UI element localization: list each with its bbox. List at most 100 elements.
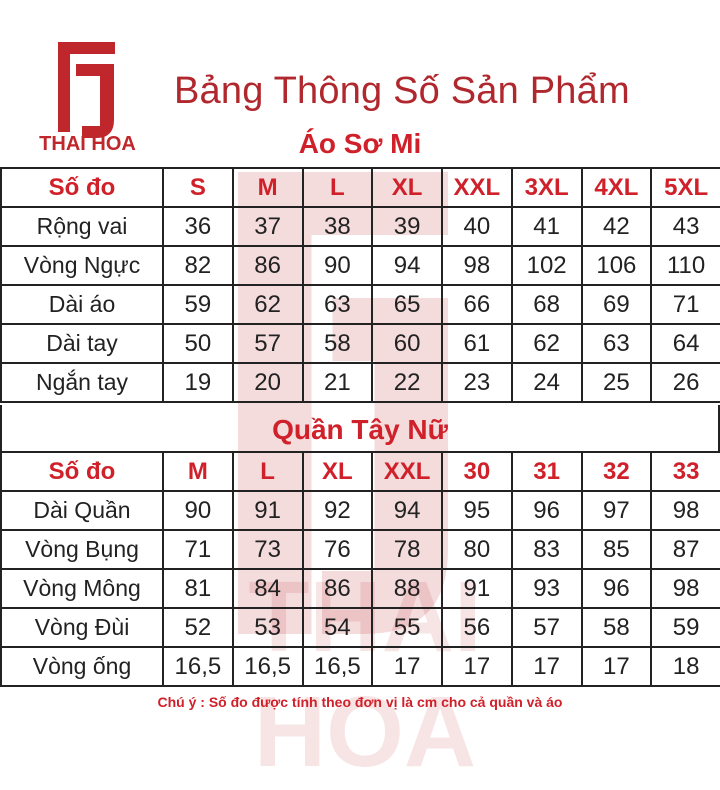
size-value: 98 — [650, 568, 720, 609]
size-value: 86 — [301, 568, 374, 609]
size-value: 17 — [371, 646, 443, 687]
size-header: 33 — [650, 451, 720, 492]
size-value: 102 — [510, 245, 583, 286]
size-value: 21 — [301, 362, 374, 403]
size-value: 94 — [371, 245, 443, 286]
row-label: Vòng ống — [0, 646, 164, 687]
row-label: Vòng Bụng — [0, 529, 164, 570]
size-value: 96 — [580, 568, 653, 609]
size-value: 58 — [301, 323, 374, 364]
size-value: 38 — [301, 206, 374, 247]
size-value: 58 — [580, 607, 653, 648]
row-label: Rộng vai — [0, 206, 164, 247]
size-header: 30 — [441, 451, 513, 492]
size-value: 16,5 — [162, 646, 234, 687]
table-row: Dài Quần 90 91 92 94 95 96 97 98 — [0, 490, 720, 531]
size-value: 52 — [162, 607, 234, 648]
size-header: L — [301, 167, 374, 208]
size-value: 43 — [650, 206, 720, 247]
header-row: Số đo S M L XL XXL 3XL 4XL 5XL — [0, 167, 720, 208]
shirt-size-table: Số đo S M L XL XXL 3XL 4XL 5XL Rộng vai 36 37 38 39 40… — [0, 167, 720, 403]
size-header: S — [162, 167, 234, 208]
table-row: Rộng vai 36 37 38 39 40 41 42 43 — [0, 206, 720, 247]
size-value: 68 — [510, 284, 583, 325]
size-value: 53 — [231, 607, 304, 648]
size-value: 57 — [510, 607, 583, 648]
size-value: 62 — [231, 284, 304, 325]
row-label: Vòng Ngực — [0, 245, 164, 286]
size-value: 110 — [650, 245, 720, 286]
measurement-header: Số đo — [0, 451, 164, 492]
size-header: XL — [371, 167, 443, 208]
size-value: 26 — [650, 362, 720, 403]
size-value: 71 — [162, 529, 234, 570]
size-value: 90 — [301, 245, 374, 286]
footnote: Chú ý : Số đo được tính theo đơn vị là c… — [157, 694, 563, 710]
size-value: 37 — [231, 206, 304, 247]
size-value: 56 — [441, 607, 513, 648]
size-header: L — [231, 451, 304, 492]
size-header: 3XL — [510, 167, 583, 208]
size-value: 63 — [301, 284, 374, 325]
size-value: 98 — [441, 245, 513, 286]
brand-logo — [58, 42, 115, 138]
size-value: 61 — [441, 323, 513, 364]
row-label: Ngắn tay — [0, 362, 164, 403]
size-value: 40 — [441, 206, 513, 247]
size-header: 31 — [510, 451, 583, 492]
size-value: 71 — [650, 284, 720, 325]
size-value: 82 — [162, 245, 234, 286]
size-value: 93 — [510, 568, 583, 609]
pants-size-table: Số đo M L XL XXL 30 31 32 33 Dài Quần 90 91 92 94 95 96… — [0, 451, 720, 687]
header-row: Số đo M L XL XXL 30 31 32 33 — [0, 451, 720, 492]
size-value: 54 — [301, 607, 374, 648]
table-row: Dài áo 59 62 63 65 66 68 69 71 — [0, 284, 720, 325]
size-value: 98 — [650, 490, 720, 531]
size-value: 91 — [441, 568, 513, 609]
size-value: 91 — [231, 490, 304, 531]
size-value: 18 — [650, 646, 720, 687]
size-value: 64 — [650, 323, 720, 364]
size-value: 25 — [580, 362, 653, 403]
size-value: 106 — [580, 245, 653, 286]
size-value: 19 — [162, 362, 234, 403]
size-value: 86 — [231, 245, 304, 286]
table-row: Dài tay 50 57 58 60 61 62 63 64 — [0, 323, 720, 364]
size-value: 60 — [371, 323, 443, 364]
size-value: 69 — [580, 284, 653, 325]
size-value: 17 — [580, 646, 653, 687]
measurement-header: Số đo — [0, 167, 164, 208]
size-value: 81 — [162, 568, 234, 609]
size-value: 36 — [162, 206, 234, 247]
size-value: 88 — [371, 568, 443, 609]
size-value: 17 — [441, 646, 513, 687]
size-value: 94 — [371, 490, 443, 531]
size-value: 92 — [301, 490, 374, 531]
size-header: M — [231, 167, 304, 208]
size-value: 23 — [441, 362, 513, 403]
table-row: Vòng ống 16,5 16,5 16,5 17 17 17 17 18 — [0, 646, 720, 687]
size-value: 59 — [650, 607, 720, 648]
size-value: 80 — [441, 529, 513, 570]
row-label: Dài tay — [0, 323, 164, 364]
size-value: 16,5 — [301, 646, 374, 687]
size-value: 84 — [231, 568, 304, 609]
size-header: XXL — [371, 451, 443, 492]
size-header: 4XL — [580, 167, 653, 208]
table-row: Ngắn tay 19 20 21 22 23 24 25 26 — [0, 362, 720, 403]
size-value: 66 — [441, 284, 513, 325]
row-label: Vòng Mông — [0, 568, 164, 609]
size-value: 62 — [510, 323, 583, 364]
row-label: Vòng Đùi — [0, 607, 164, 648]
size-value: 85 — [580, 529, 653, 570]
size-value: 73 — [231, 529, 304, 570]
size-value: 63 — [580, 323, 653, 364]
size-value: 78 — [371, 529, 443, 570]
size-value: 59 — [162, 284, 234, 325]
row-label: Dài áo — [0, 284, 164, 325]
size-value: 90 — [162, 490, 234, 531]
size-value: 20 — [231, 362, 304, 403]
size-value: 96 — [510, 490, 583, 531]
table-row: Vòng Bụng 71 73 76 78 80 83 85 87 — [0, 529, 720, 570]
size-value: 22 — [371, 362, 443, 403]
